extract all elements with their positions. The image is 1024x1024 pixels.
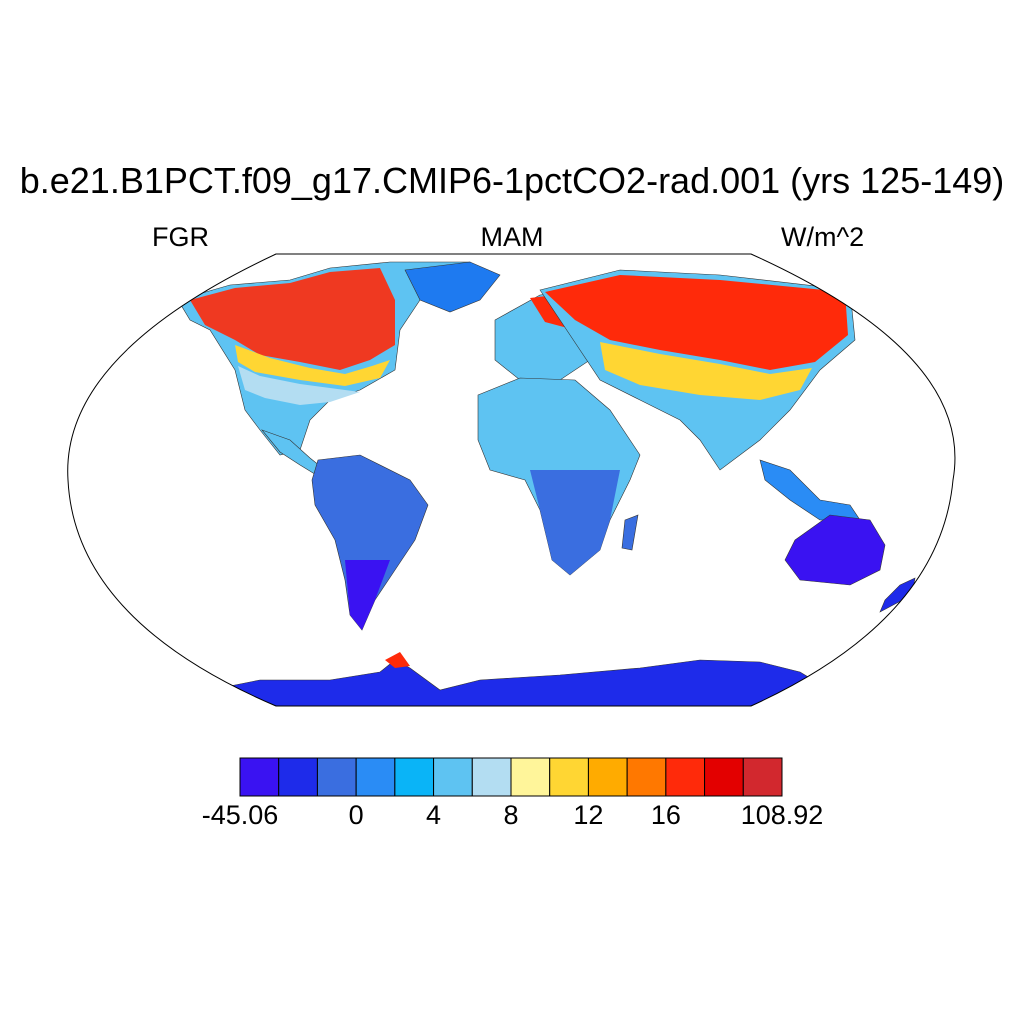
- map-land-layer: [177, 261, 916, 706]
- colorbar-swatch: [394, 757, 435, 797]
- colorbar-swatch: [549, 757, 589, 797]
- madagascar: [621, 514, 639, 551]
- colorbar-swatch: [355, 757, 396, 797]
- africa-south: [530, 470, 620, 575]
- new-zealand: [879, 577, 916, 613]
- greenland: [404, 261, 501, 313]
- antarctic-peninsula-warm: [385, 652, 410, 668]
- colorbar-swatch: [626, 757, 667, 797]
- colorbar-tick-label: 4: [426, 800, 442, 830]
- colorbar-tick-label: 16: [650, 800, 681, 830]
- colorbar-swatch: [510, 757, 551, 797]
- colorbar-tick-label: 12: [573, 800, 604, 830]
- asia-mid-zone: [600, 342, 812, 400]
- variable-label: FGR: [152, 222, 209, 252]
- colorbar-tick-label: 0: [348, 800, 364, 830]
- southeast-asia: [759, 459, 861, 521]
- colorbar: [239, 757, 783, 797]
- colorbar-swatch: [471, 757, 512, 797]
- antarctica: [219, 659, 831, 706]
- season-label: MAM: [480, 222, 544, 252]
- colorbar-swatch: [587, 757, 628, 797]
- colorbar-tick-label: 8: [503, 800, 519, 830]
- colorbar-swatch: [433, 757, 473, 797]
- map-boundary: [67, 253, 956, 707]
- colorbar-swatch: [742, 757, 783, 797]
- colorbar-tick-label: -45.06: [201, 800, 279, 830]
- colorbar-tick-label: 108.92: [740, 800, 824, 830]
- asia-warm-zone: [545, 275, 848, 370]
- colorbar-swatch: [278, 757, 318, 797]
- north-america-cool-zone: [238, 366, 360, 405]
- units-label: W/m^2: [781, 222, 865, 252]
- colorbar-swatch: [665, 757, 706, 797]
- north-america-warm-zone: [190, 268, 395, 370]
- colorbar-swatch: [316, 757, 357, 797]
- north-america-mid-zone: [235, 345, 390, 386]
- australia: [784, 514, 886, 586]
- colorbar-swatch: [704, 757, 744, 797]
- south-america-south: [345, 560, 390, 630]
- plot-title: b.e21.B1PCT.f09_g17.CMIP6-1pctCO2-rad.00…: [19, 160, 1005, 201]
- colorbar-swatch: [239, 757, 280, 797]
